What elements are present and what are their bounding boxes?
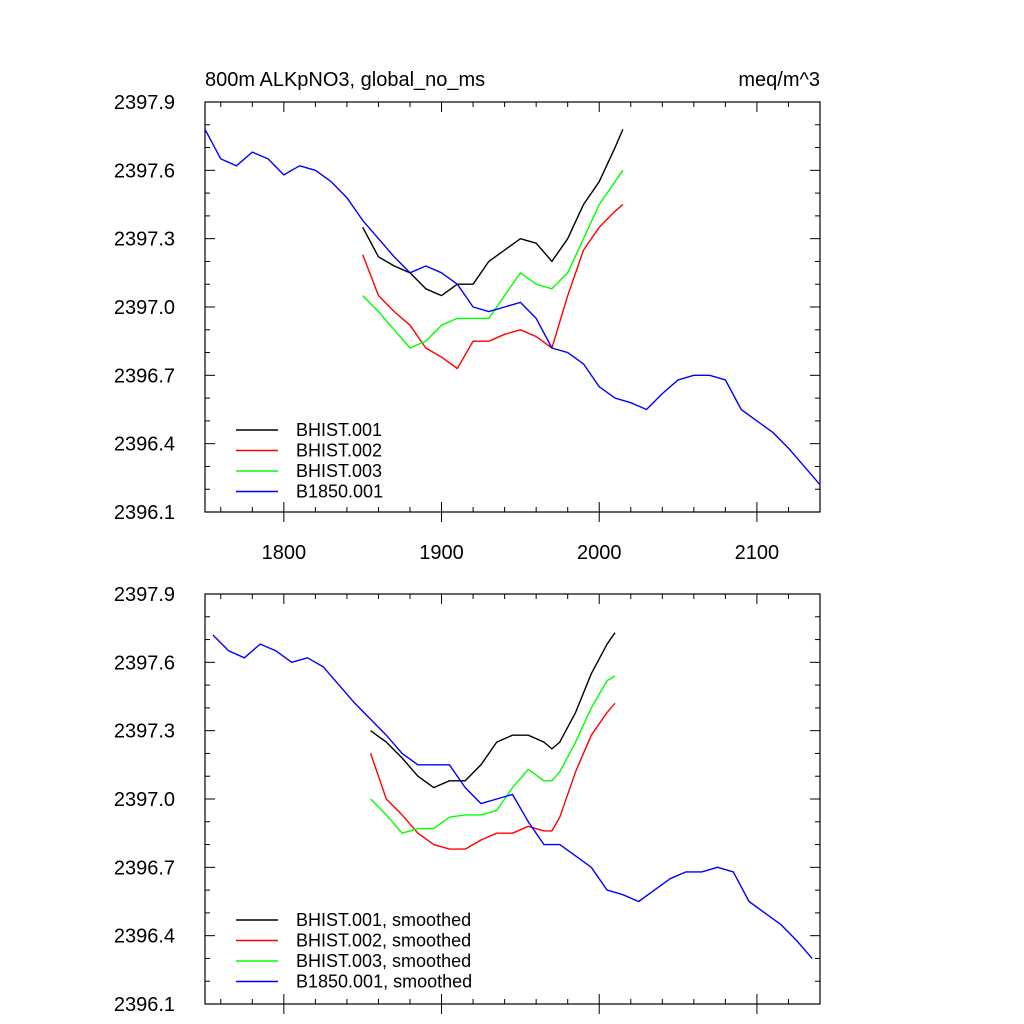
y-tick-label: 2396.4 <box>114 926 175 948</box>
series-line-b1850-001-smoothed <box>212 634 813 959</box>
y-tick-label: 2396.4 <box>114 434 175 456</box>
x-tick-label: 2000 <box>577 542 622 564</box>
legend-label-bhist-002-smoothed: BHIST.002, smoothed <box>296 931 471 951</box>
series-line-bhist-002-smoothed <box>369 702 616 850</box>
legend-label-bhist-001: BHIST.001 <box>296 420 382 440</box>
bottom-panel: 2396.1 2396.4 2396.7 2397.0 2397.3 2397.6 2397… <box>114 584 821 1016</box>
top-panel: 2396.1 2396.4 2396.7 2397.0 2397.3 2397.6 2397… <box>114 69 821 564</box>
y-tick-label: 2396.7 <box>114 857 175 879</box>
units-label: meq/m^3 <box>738 69 820 91</box>
x-tick-label: 1800 <box>262 542 307 564</box>
series-line-bhist-001 <box>362 129 624 297</box>
chart-title: 800m ALKpNO3, global_no_ms <box>205 69 485 91</box>
series-line-bhist-002 <box>362 203 624 370</box>
y-tick-label: 2397.3 <box>114 229 175 251</box>
y-tick-label: 2397.9 <box>114 92 175 114</box>
legend-label-bhist-002: BHIST.002 <box>296 441 382 461</box>
y-tick-label: 2397.0 <box>114 789 175 811</box>
legend-label-bhist-003: BHIST.003 <box>296 461 382 481</box>
legend-label-bhist-001-smoothed: BHIST.001, smoothed <box>296 910 471 930</box>
y-tick-label: 2397.3 <box>114 721 175 743</box>
legend-label-b1850-001: B1850.001 <box>296 482 383 502</box>
y-tick-label: 2397.6 <box>114 652 175 674</box>
series-line-b1850-001 <box>204 128 821 486</box>
series-line-bhist-003-smoothed <box>370 675 616 834</box>
y-tick-label: 2396.7 <box>114 365 175 387</box>
x-tick-label: 1900 <box>419 542 464 564</box>
x-tick-label: 2100 <box>735 542 780 564</box>
legend-label-bhist-003-smoothed: BHIST.003, smoothed <box>296 951 471 971</box>
y-tick-label: 2396.1 <box>114 994 175 1016</box>
y-tick-label: 2396.1 <box>114 502 175 524</box>
y-tick-label: 2397.6 <box>114 160 175 182</box>
y-tick-label: 2397.0 <box>114 297 175 319</box>
series-line-bhist-001-smoothed <box>370 632 616 789</box>
legend-label-b1850-001-smoothed: B1850.001, smoothed <box>296 972 472 992</box>
series-line-bhist-003 <box>362 169 624 349</box>
y-tick-label: 2397.9 <box>114 584 175 606</box>
